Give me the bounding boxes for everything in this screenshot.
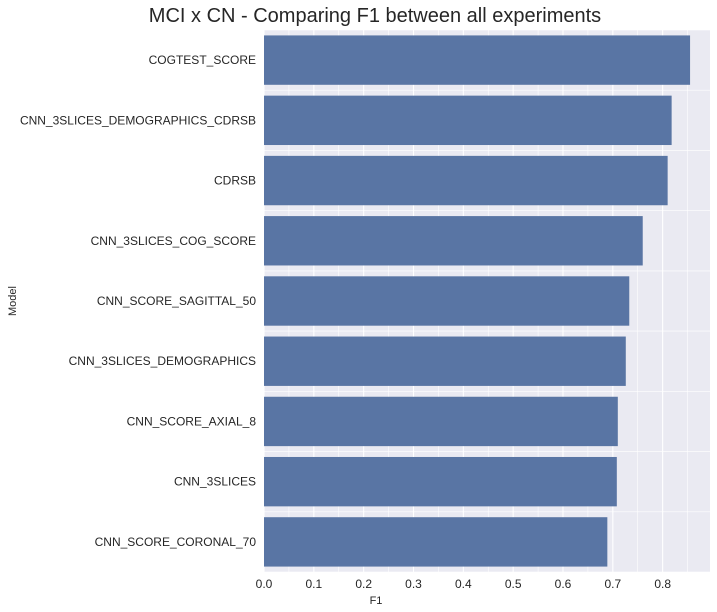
- bar: [264, 95, 672, 146]
- bars: [264, 35, 691, 567]
- y-tick-labels: COGTEST_SCORE CNN_3SLICES_DEMOGRAPHICS_CD…: [20, 53, 256, 549]
- chart-title: MCI x CN - Comparing F1 between all expe…: [149, 5, 601, 27]
- bar: [264, 276, 630, 326]
- bar: [264, 336, 626, 386]
- bar: [264, 517, 608, 567]
- bar: [264, 216, 643, 266]
- y-tick-label: CNN_SCORE_CORONAL_70: [95, 535, 257, 549]
- y-tick-label: CDRSB: [214, 174, 256, 188]
- x-axis-label: F1: [370, 595, 383, 607]
- y-tick-label: CNN_SCORE_SAGITTAL_50: [97, 294, 256, 308]
- x-tick-label: 0.4: [455, 577, 472, 591]
- bar: [264, 35, 691, 85]
- x-tick-labels: 0.0 0.1 0.2 0.3 0.4 0.5 0.6 0.7 0.8: [256, 577, 672, 591]
- bar: [264, 155, 668, 206]
- y-tick-label: CNN_3SLICES_COG_SCORE: [91, 234, 256, 248]
- x-tick-label: 0.2: [355, 577, 372, 591]
- bar: [264, 456, 617, 507]
- x-tick-label: 0.3: [405, 577, 422, 591]
- y-axis-label: Model: [7, 286, 19, 316]
- x-tick-label: 0.5: [505, 577, 522, 591]
- y-tick-label: CNN_3SLICES_DEMOGRAPHICS: [69, 354, 256, 368]
- x-tick-label: 0.6: [555, 577, 572, 591]
- bar: [264, 396, 618, 447]
- y-tick-label: CNN_3SLICES_DEMOGRAPHICS_CDRSB: [20, 113, 256, 127]
- x-tick-label: 0.7: [604, 577, 621, 591]
- y-tick-label: CNN_3SLICES: [174, 475, 256, 489]
- x-tick-label: 0.1: [305, 577, 322, 591]
- y-tick-label: CNN_SCORE_AXIAL_8: [127, 414, 257, 428]
- x-tick-label: 0.0: [256, 577, 273, 591]
- x-tick-label: 0.8: [654, 577, 671, 591]
- y-tick-label: COGTEST_SCORE: [149, 53, 256, 67]
